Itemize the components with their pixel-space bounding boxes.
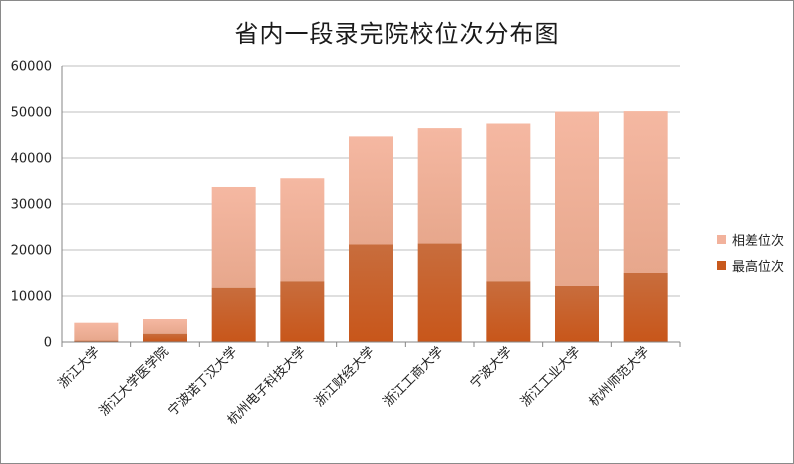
bar-lower [417, 243, 462, 342]
bar-upper [349, 136, 393, 245]
legend-swatch-upper [717, 234, 726, 244]
x-tick-label: 宁波诺丁汉大学 [165, 344, 241, 420]
bar-upper [555, 111, 599, 286]
x-tick-label: 宁波大学 [467, 344, 515, 392]
x-tick-label: 浙江工商大学 [380, 344, 446, 410]
bar-upper [143, 319, 187, 334]
y-tick-label: 20000 [11, 244, 52, 259]
x-tick-label: 浙江财经大学 [311, 344, 377, 410]
bar-lower [74, 340, 119, 342]
bar-upper [280, 178, 325, 282]
bar-lower [280, 281, 325, 342]
x-tick-label: 杭州师范大学 [586, 344, 652, 410]
legend-label-upper: 相差位次 [732, 233, 785, 249]
bar-lower [349, 244, 393, 342]
y-tick-label: 40000 [11, 152, 52, 167]
bar-lower [211, 287, 256, 342]
bar-upper [623, 111, 668, 273]
legend-item-upper: 相差位次 [717, 231, 785, 249]
bar-lower [143, 333, 187, 342]
legend-item-lower: 最高位次 [717, 257, 785, 275]
x-tick-label: 浙江大学 [55, 344, 103, 392]
y-tick-label: 60000 [11, 60, 52, 75]
chart-legend: 相差位次 最高位次 [717, 231, 784, 283]
chart-title: 省内一段录完院校位次分布图 [234, 20, 560, 48]
legend-label-lower: 最高位次 [732, 259, 785, 275]
bar-lower [623, 273, 668, 342]
bar-upper [486, 123, 531, 282]
bar-upper [417, 128, 462, 244]
legend-swatch-lower [717, 260, 726, 270]
y-tick-label: 0 [44, 336, 52, 351]
x-tick-label: 浙江工业大学 [517, 344, 583, 410]
bar-upper [74, 322, 119, 341]
bar-lower [555, 285, 599, 342]
y-tick-label: 30000 [11, 198, 52, 213]
y-tick-label: 50000 [11, 106, 52, 121]
y-tick-label: 10000 [11, 290, 52, 305]
bar-lower [486, 281, 531, 342]
bar-upper [211, 186, 256, 288]
x-tick-label: 浙江大学医学院 [96, 344, 172, 420]
